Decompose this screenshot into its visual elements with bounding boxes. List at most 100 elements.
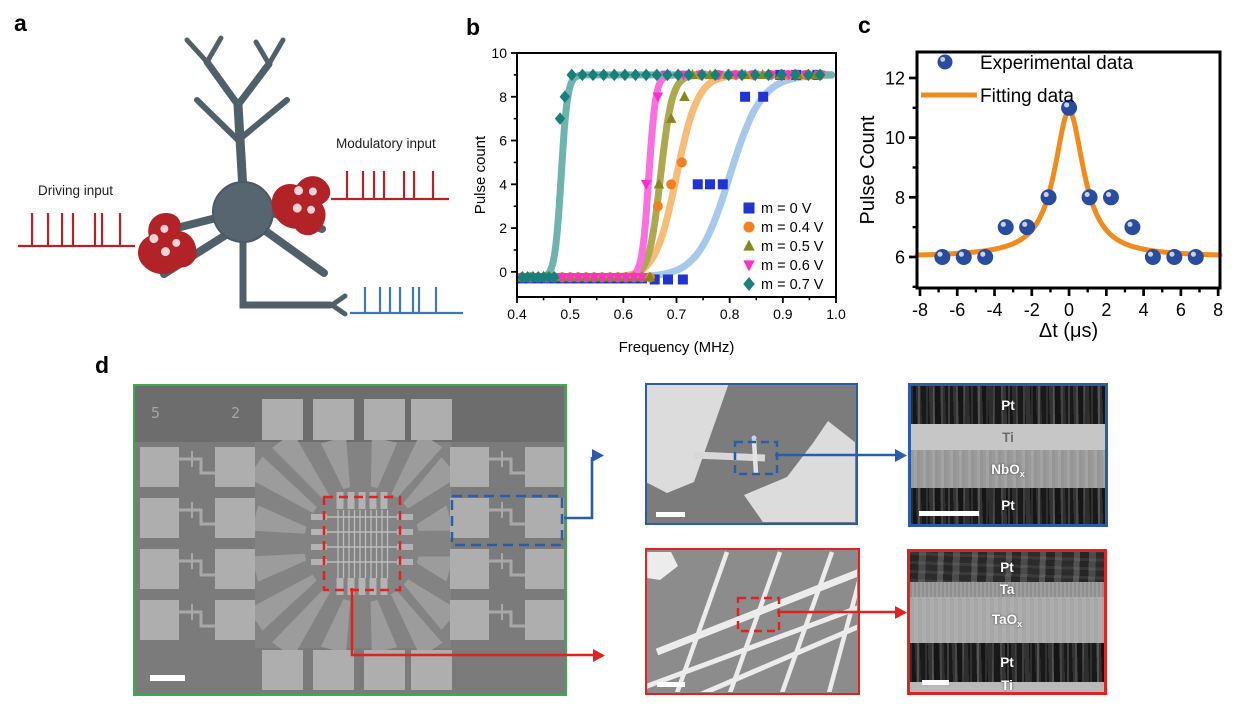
data-point — [743, 202, 755, 214]
spike-train-driving — [18, 213, 135, 248]
panel-a-letter: a — [14, 10, 27, 36]
chip-number-left: 5 — [151, 404, 161, 422]
contact-pad — [525, 549, 564, 589]
data-point — [679, 91, 690, 102]
crossbar-wire — [727, 551, 783, 692]
y-axis-label: Pulse count — [472, 135, 489, 214]
data-point — [619, 68, 631, 82]
legend-label: Experimental data — [980, 53, 1134, 74]
layer-pt-bottom: Pt — [911, 488, 1105, 524]
y-tick-label: 10 — [491, 45, 507, 61]
data-point — [543, 271, 555, 284]
data-point — [630, 68, 641, 82]
crossbar-row-stub — [397, 544, 413, 550]
contact-pad — [450, 447, 489, 487]
x-axis-label: Δt (μs) — [1039, 320, 1098, 342]
data-point — [1124, 219, 1141, 236]
chart-delta-t: -8 -6 -4 -2 0 2 4 6 8 6 8 10 12 Δt (μs) Pulse Count Exp… — [860, 50, 1223, 342]
contact-pad — [262, 399, 303, 440]
arrowhead — [593, 649, 605, 662]
legend-label: m = 0.4 V — [761, 220, 824, 236]
panel-c-letter: c — [858, 12, 871, 38]
data-point — [710, 68, 721, 82]
x-tick-label: 0.9 — [773, 306, 793, 322]
data-point — [814, 68, 826, 82]
x-tick-label: 0.8 — [720, 306, 740, 322]
data-point — [937, 54, 953, 70]
crossbar-col-stub — [369, 492, 377, 509]
data-point — [649, 274, 660, 285]
crossbar-col-stub — [358, 578, 366, 595]
data-point — [652, 92, 664, 103]
data-point — [803, 68, 814, 82]
crossbar-row-stub — [311, 559, 327, 565]
data-point — [776, 68, 788, 82]
x-tick-label: -8 — [912, 300, 928, 320]
layer-pt-top: Pt — [910, 552, 1104, 582]
device-cross-wire — [751, 439, 759, 475]
legend-label: m = 0.7 V — [761, 277, 824, 293]
contact-pad — [411, 399, 452, 440]
data-point — [566, 68, 578, 82]
data-point — [572, 273, 584, 284]
crossbar-col-stub — [347, 492, 355, 509]
data-point — [789, 68, 801, 82]
data-point — [676, 157, 687, 168]
tem-taox-stack: Pt Ta TaOx Pt Ti — [907, 549, 1107, 695]
data-point — [692, 179, 703, 190]
crossbar-row-stub — [311, 514, 327, 520]
legend-label: m = 0.5 V — [761, 239, 824, 255]
x-tick-label: 4 — [1139, 300, 1149, 320]
x-tick-label: -4 — [987, 300, 1003, 320]
x-tick-label: 0.7 — [667, 306, 687, 322]
layer-taox: TaOx — [910, 597, 1104, 643]
electrode-pad — [647, 385, 729, 493]
tem-nbox-stack: Pt Ti NbOx Pt — [908, 383, 1108, 527]
data-point — [997, 219, 1014, 236]
sem-crossbar-inset — [645, 548, 860, 695]
crossbar-wire — [826, 580, 857, 692]
sem-center-zone — [255, 442, 451, 648]
data-point — [604, 273, 616, 284]
scale-bar — [657, 682, 685, 687]
data-point — [538, 271, 549, 284]
sem-device-inset — [645, 383, 858, 525]
fanout-trace — [320, 599, 351, 654]
y-tick-label: 6 — [499, 133, 507, 149]
data-point — [548, 271, 560, 284]
data-point — [717, 179, 728, 190]
data-point — [620, 273, 632, 284]
scale-bar — [922, 680, 949, 685]
fanout-trace — [391, 432, 443, 498]
x-axis-label: Frequency (MHz) — [619, 339, 735, 356]
data-point — [628, 273, 640, 284]
contact-pad — [140, 549, 179, 589]
data-point — [636, 273, 648, 284]
data-point — [651, 68, 663, 82]
data-point — [763, 68, 774, 82]
fanout-trace — [370, 437, 398, 489]
arrowhead — [592, 449, 604, 462]
contact-pad — [215, 498, 255, 538]
chip-number-right: 2 — [231, 404, 241, 422]
data-point — [977, 248, 994, 265]
fanout-trace — [403, 457, 459, 509]
contact-pad — [525, 447, 564, 487]
layer-ti-bottom: Ti — [910, 679, 1104, 692]
crossbar-row-stub — [397, 559, 413, 565]
chart-frequency-response: 0.4 0.5 0.6 0.7 0.8 0.9 1.0 0 2 4 6 8 10 Frequency (M… — [472, 45, 846, 356]
modulatory-input-label: Modulatory input — [336, 136, 436, 151]
electrode-pad — [647, 552, 678, 580]
data-point — [1187, 248, 1204, 265]
data-point — [743, 260, 755, 272]
data-point — [704, 179, 715, 190]
fanout-trace — [247, 574, 317, 631]
y-tick-label: 2 — [499, 220, 507, 236]
data-point — [666, 179, 677, 190]
data-point — [554, 112, 566, 125]
synapse-driving — [138, 213, 197, 274]
contact-pad — [215, 549, 255, 589]
crossbar-row-stub — [311, 544, 327, 550]
x-tick-label: -2 — [1024, 300, 1040, 320]
